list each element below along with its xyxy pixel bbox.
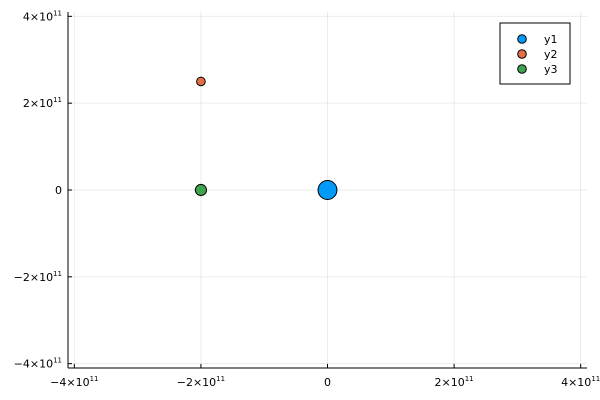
legend-marker-y2 [517,49,527,59]
data-points [194,76,338,200]
legend-label-y2: y2 [544,48,558,61]
legend-marker-y1 [517,34,527,44]
legend-label-y1: y1 [544,33,558,46]
x-tick-label: 2×1011 [435,375,474,389]
x-tick-label: 4×1011 [561,375,600,389]
legend-box [499,22,571,85]
y-tick-label: −2×1011 [14,270,62,284]
y-tick-label: −4×1011 [14,357,62,371]
x-axis-ticks: −4×1011 −2×1011 0 2×1011 4×1011 [50,364,600,389]
legend-marker-y3 [517,64,527,74]
legend: y1 y2 y3 [499,22,571,85]
data-point-y3 [194,183,208,197]
data-point-y2 [196,76,206,87]
y-tick-label: 0 [55,184,62,197]
data-point-y1 [317,180,338,200]
x-tick-label: −4×1011 [50,375,98,389]
y-tick-label: 2×1011 [23,96,62,110]
x-tick-label: −2×1011 [177,375,225,389]
y-tick-label: 4×1011 [23,9,62,23]
y-axis-ticks: −4×1011 −2×1011 0 2×1011 4×1011 [14,9,72,371]
x-tick-label: 0 [324,376,331,389]
legend-label-y3: y3 [544,63,558,76]
